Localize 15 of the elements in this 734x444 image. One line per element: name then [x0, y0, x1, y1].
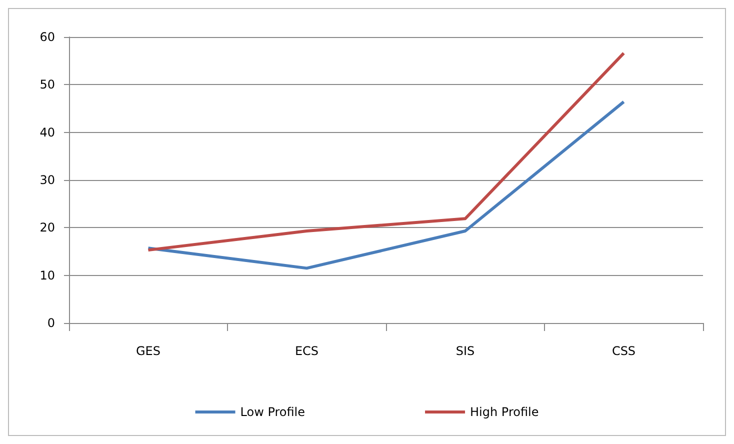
y-tick-label: 30	[40, 173, 55, 187]
x-tick-label: SIS	[456, 344, 475, 358]
y-tick-label: 10	[40, 268, 55, 282]
legend-label: Low Profile	[240, 405, 306, 419]
legend-label: High Profile	[470, 405, 539, 419]
x-tick-label: CSS	[612, 344, 636, 358]
y-tick-label: 50	[40, 78, 55, 92]
y-tick-label: 20	[40, 220, 55, 235]
y-tick-label: 40	[40, 125, 55, 140]
line-series	[146, 100, 626, 270]
y-tick-label: 60	[40, 30, 55, 44]
line-series	[146, 52, 626, 252]
x-tick-label: GES	[136, 344, 160, 358]
y-tick-label: 0	[47, 316, 55, 330]
x-tick-label: ECS	[294, 344, 319, 358]
